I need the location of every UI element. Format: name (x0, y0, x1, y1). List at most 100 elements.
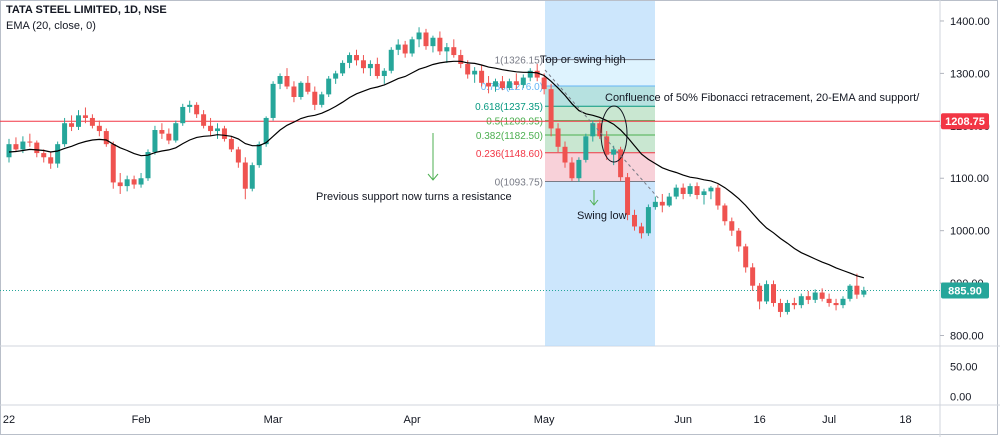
candle-body (82, 115, 88, 118)
fib-zone (545, 134, 655, 153)
candle (124, 175, 130, 192)
candle (673, 184, 679, 200)
arrow-down-icon (427, 133, 439, 181)
candle-body (27, 141, 33, 143)
candle-body (861, 290, 867, 295)
candle-body (548, 89, 554, 129)
sub-tick-label: 50.00 (950, 361, 978, 373)
candle (96, 120, 102, 137)
candle (131, 175, 137, 189)
candle (228, 136, 234, 153)
sub-panel-axis: 0.00 50.00 (950, 361, 978, 403)
candle-body (409, 39, 415, 54)
x-tick-label: Apr (404, 414, 421, 426)
candle (715, 184, 721, 210)
candle (513, 73, 519, 90)
candle-body (103, 131, 109, 145)
fib-label: 0.236(1148.60) (476, 149, 543, 160)
candle (625, 173, 631, 221)
fib-zone (545, 59, 655, 86)
candle (527, 68, 533, 82)
candle (374, 57, 380, 79)
candle (777, 298, 783, 318)
candle (701, 188, 707, 205)
candle (48, 152, 54, 169)
candle (194, 102, 200, 118)
candle-body (416, 32, 422, 40)
time-axis[interactable]: 22 Feb Mar Apr May Jun 16 Jul 18 (3, 414, 912, 426)
candle-body (298, 82, 304, 97)
last-price-badge: 885.90 (941, 282, 989, 299)
candle-body (458, 55, 464, 64)
candle-body (20, 141, 26, 150)
candle (472, 67, 478, 83)
candle-body (680, 187, 686, 194)
candle-body (652, 201, 658, 208)
candle (583, 133, 589, 163)
candle-body (764, 284, 770, 302)
candle-body (277, 76, 283, 84)
fib-label: 0(1093.75) (495, 178, 543, 189)
chart-title: TATA STEEL LIMITED, 1D, NSE (6, 4, 167, 16)
candle (847, 284, 853, 302)
candle (291, 81, 297, 103)
candle-body (472, 70, 478, 75)
candle (62, 117, 68, 147)
candle-body (590, 123, 596, 137)
candle-body (632, 214, 637, 227)
candle (833, 298, 839, 311)
projection-line (544, 69, 661, 201)
candle (694, 182, 700, 200)
sub-tick-label: 0.00 (950, 392, 971, 404)
candle-body (381, 70, 387, 77)
fib-zone (545, 85, 655, 107)
candle (687, 183, 693, 197)
candle (604, 131, 610, 160)
x-tick-label: Jun (674, 414, 692, 426)
candle (819, 288, 825, 302)
candle (298, 81, 304, 100)
candle (486, 76, 492, 94)
candle-body (41, 153, 47, 158)
candle (798, 293, 804, 309)
candle-body (6, 144, 12, 158)
candle (208, 117, 214, 137)
candle (402, 40, 408, 58)
candle (493, 78, 498, 92)
candle-body (812, 292, 818, 300)
candle (242, 157, 248, 200)
candle-body (444, 47, 450, 52)
candle-body (638, 226, 644, 234)
candle-body (757, 285, 763, 302)
candle (277, 73, 283, 90)
candle-body (208, 125, 214, 132)
candle-body (791, 303, 797, 306)
ema-line[interactable] (8, 60, 865, 279)
candle-body (715, 187, 721, 206)
candle (499, 76, 505, 91)
candle (152, 125, 158, 155)
candle-body (256, 144, 262, 166)
candle-body (360, 60, 366, 69)
candle (27, 133, 33, 147)
candle-body (367, 63, 373, 69)
fib-label: 1(1326.15) (495, 56, 543, 67)
candle-body (13, 144, 19, 150)
annotation-swing-low: Swing low (577, 210, 627, 222)
resistance-price-label: 1208.75 (945, 116, 985, 128)
candle-body (402, 44, 408, 54)
candle (367, 60, 373, 77)
candle (618, 146, 624, 181)
fib-label: 0.5(1209.95) (486, 117, 543, 128)
candle-body (499, 81, 505, 89)
candle (6, 138, 12, 163)
candle (117, 173, 123, 194)
candle (347, 52, 353, 69)
candle-body (493, 81, 498, 87)
candle-body (284, 76, 290, 87)
candle (263, 116, 269, 147)
candle-body (201, 114, 207, 126)
candle-body (576, 159, 582, 179)
fib-label: 0.382(1182.50) (476, 131, 543, 142)
